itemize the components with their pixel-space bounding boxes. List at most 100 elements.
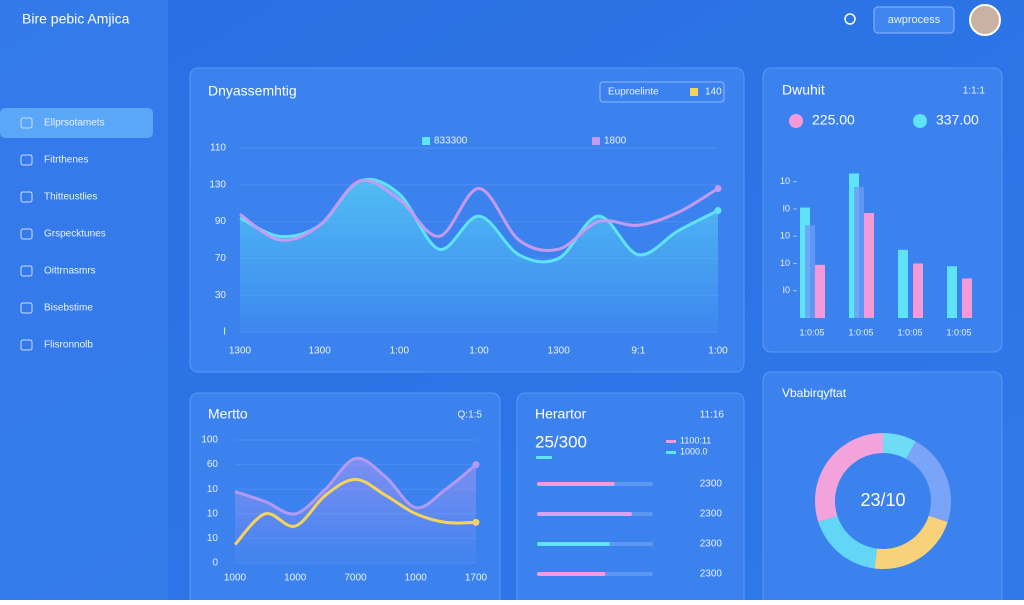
y-tick-label: 0	[212, 558, 218, 569]
x-tick-label: 1700	[465, 573, 488, 584]
y-tick-label: 130	[209, 179, 226, 190]
menu-item[interactable]: Ellprsotamets	[44, 118, 105, 129]
legend-swatch	[422, 137, 430, 145]
line	[239, 178, 719, 252]
donut-segment	[818, 515, 877, 569]
progress-bar	[537, 512, 633, 516]
progress-label: 2300	[700, 509, 723, 520]
menu-item[interactable]: Grspecktunes	[44, 229, 106, 240]
avatar[interactable]	[969, 4, 1001, 36]
progress-label: 2300	[700, 539, 723, 550]
area	[235, 458, 476, 563]
panel	[762, 371, 1003, 605]
filter-swatch	[690, 88, 698, 96]
stat-dot	[913, 114, 927, 128]
total: 25/300	[535, 432, 587, 451]
bar	[864, 213, 874, 318]
filter[interactable]	[599, 81, 725, 103]
progress-label: 2300	[700, 479, 723, 490]
menu-item[interactable]: Bisebstime	[44, 303, 93, 314]
y-tick-label: 10	[780, 258, 790, 268]
legend-label: 1100:11	[680, 435, 711, 445]
bar	[898, 249, 908, 318]
y-tick-label: 10	[780, 231, 790, 241]
panel-corner: 11:16	[700, 410, 725, 421]
x-tick-label: 1:00	[469, 346, 489, 357]
header-button[interactable]	[873, 6, 955, 34]
donut-segment	[906, 441, 951, 523]
x-tick-label: 1:0:05	[897, 327, 922, 337]
filter-label: Euproelinte	[608, 87, 659, 98]
header-button-label: awprocess	[888, 14, 941, 26]
panel-title: Vbabirqyftat	[782, 386, 847, 400]
x-tick-label: 1300	[229, 346, 252, 357]
menu-item[interactable]: Oittrnasmrs	[44, 266, 96, 277]
menu-icon	[20, 191, 33, 203]
x-tick-label: 1300	[309, 346, 332, 357]
y-tick-label: 10	[207, 484, 219, 495]
menu-icon	[20, 228, 33, 240]
legend-label: 1000.0	[680, 446, 708, 456]
stat-dot	[789, 114, 803, 128]
search-icon[interactable]	[844, 13, 856, 25]
legend-label: 833300	[434, 136, 468, 147]
y-tick-label: 60	[207, 459, 219, 470]
legend-label: 1800	[604, 136, 627, 147]
x-tick-label: 1:0:05	[848, 327, 873, 337]
stat-value: 225.00	[812, 112, 855, 128]
endpoint	[472, 518, 480, 526]
menu-item[interactable]: Fitrthenes	[44, 155, 88, 166]
x-tick-label: 1000	[224, 573, 247, 584]
menu-icon	[20, 265, 33, 277]
y-tick-label: 110	[210, 143, 226, 154]
y-tick-label: 90	[215, 216, 227, 227]
y-tick-label: I	[223, 327, 226, 338]
y-tick-label: 10	[780, 176, 790, 186]
x-tick-label: 1:0:05	[946, 327, 971, 337]
x-tick-label: 1000	[405, 573, 428, 584]
progress-bar	[537, 482, 615, 486]
legend-swatch	[592, 137, 600, 145]
legend-swatch	[666, 440, 676, 443]
line	[234, 456, 477, 516]
x-tick-label: 9:1	[631, 346, 645, 357]
menu-icon	[20, 117, 33, 129]
y-tick-label: 10	[207, 533, 219, 544]
y-tick-label: I0	[782, 203, 790, 213]
x-tick-label: 1300	[548, 346, 571, 357]
y-tick-label: 70	[215, 253, 227, 264]
x-tick-label: 1000	[284, 573, 307, 584]
bar	[854, 187, 864, 318]
donut-center: 23/10	[860, 490, 905, 510]
x-tick-label: 1:00	[708, 346, 728, 357]
donut-segment	[874, 515, 948, 569]
menu-icon	[20, 302, 33, 314]
filter-value: 140	[705, 87, 722, 98]
stat-value: 337.00	[936, 112, 979, 128]
y-tick-label: I0	[782, 285, 790, 295]
x-tick-label: 1:00	[390, 346, 410, 357]
brand: Bire pebic Amjica	[22, 11, 130, 27]
bar	[962, 278, 972, 318]
bar	[805, 225, 815, 318]
line	[233, 477, 477, 546]
panel-corner: 1:1:1	[963, 86, 986, 97]
panel	[516, 392, 745, 605]
sidebar	[0, 0, 168, 600]
bar	[815, 264, 825, 318]
endpoint	[714, 207, 722, 215]
progress-bar	[537, 572, 606, 576]
panel-title: Dwuhit	[782, 82, 825, 98]
endpoint	[472, 461, 480, 469]
progress-bar	[537, 542, 611, 546]
x-tick-label: 7000	[344, 573, 367, 584]
menu-item[interactable]: Thitteustlies	[44, 192, 97, 203]
total-underline	[536, 456, 552, 459]
y-tick-label: 100	[201, 435, 218, 446]
panel-title: Mertto	[208, 406, 248, 422]
panel-title: Herartor	[535, 406, 587, 422]
y-tick-label: 10	[207, 508, 219, 519]
menu-item[interactable]: Flisronnolb	[44, 340, 93, 351]
menu-active[interactable]	[0, 108, 153, 138]
